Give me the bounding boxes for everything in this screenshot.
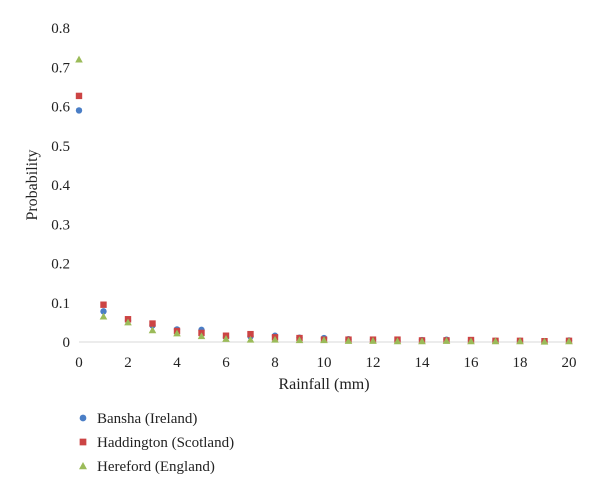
y-tick-label: 0.2	[51, 257, 70, 273]
x-axis-title: Rainfall (mm)	[278, 376, 369, 393]
data-point-series-2	[173, 329, 181, 337]
y-tick-label: 0.4	[51, 178, 70, 194]
x-tick-label: 8	[271, 355, 279, 371]
data-point-series-1	[100, 301, 107, 308]
data-point-series-1	[75, 92, 83, 100]
x-tick-label: 16	[464, 355, 480, 371]
data-point-series-2	[148, 326, 157, 334]
legend-label: Haddington (Scotland)	[97, 435, 234, 451]
data-point-series-1	[247, 330, 254, 338]
x-tick-label: 4	[173, 355, 181, 371]
y-axis-title: Probability	[24, 149, 41, 220]
data-point-series-2	[295, 336, 304, 344]
y-tick-label: 0	[63, 335, 71, 351]
data-point-series-2	[418, 337, 426, 345]
data-point-series-2	[320, 336, 328, 344]
y-tick-label: 0.5	[51, 139, 70, 155]
legend-marker-series-0	[79, 414, 87, 422]
y-tick-label: 0.8	[51, 21, 70, 37]
data-point-series-2	[344, 337, 353, 344]
legend: Bansha (Ireland) Haddington (Scotland) Her…	[79, 411, 234, 475]
data-point-series-2	[393, 337, 402, 345]
legend-marker-series-1	[79, 438, 87, 446]
x-tick-label: 10	[317, 355, 332, 371]
data-point-series-2	[565, 337, 573, 345]
x-tick-label: 0	[75, 355, 83, 371]
data-point-series-2	[99, 312, 108, 320]
y-tick-label: 0.7	[51, 60, 70, 76]
data-point-series-2	[516, 337, 524, 345]
data-point-series-2	[246, 335, 255, 343]
y-tick-label: 0.1	[51, 296, 70, 312]
data-point-series-2	[491, 337, 500, 345]
x-tick-label: 2	[124, 355, 132, 371]
legend-marker-series-2	[79, 462, 87, 470]
data-point-series-0	[75, 107, 83, 114]
y-axis-ticks: 0 0.1 0.2 0.3 0.4 0.5 0.6 0.7 0.8	[51, 21, 70, 351]
data-point-series-2	[197, 332, 206, 340]
data-point-series-2	[222, 335, 230, 342]
data-point-series-2	[442, 337, 451, 344]
data-point-series-2	[540, 337, 549, 345]
data-point-series-2	[75, 55, 83, 63]
data-point-series-2	[124, 318, 132, 326]
x-tick-label: 14	[415, 355, 431, 371]
y-tick-label: 0.3	[51, 217, 70, 233]
x-axis-ticks: 0 2 4 6 8 10 12 14 16 18 20	[75, 355, 576, 371]
data-point-series-2	[271, 335, 279, 343]
legend-label: Bansha (Ireland)	[97, 411, 197, 427]
data-points	[75, 55, 573, 345]
y-tick-label: 0.6	[51, 100, 70, 116]
x-tick-label: 12	[366, 355, 381, 371]
x-tick-label: 20	[562, 355, 577, 371]
legend-label: Hereford (England)	[97, 459, 215, 475]
data-point-series-2	[369, 337, 377, 344]
x-tick-label: 6	[222, 355, 230, 371]
x-tick-label: 18	[513, 355, 528, 371]
data-point-series-1	[149, 320, 156, 327]
data-point-series-2	[467, 337, 475, 345]
data-point-series-0	[100, 308, 107, 315]
